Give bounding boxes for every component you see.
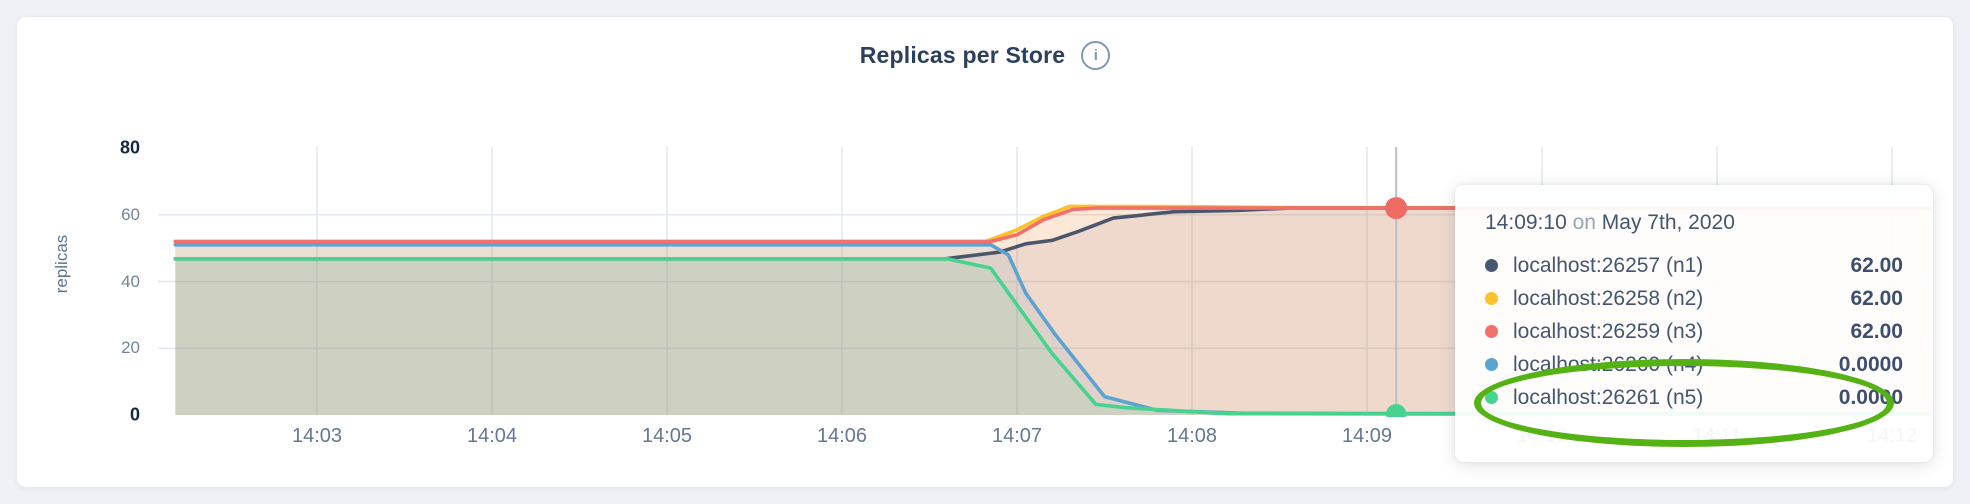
- series-color-dot: [1485, 358, 1498, 371]
- chart-header: Replicas per Store i: [0, 38, 1970, 72]
- series-label: localhost:26258 (n2): [1513, 286, 1704, 310]
- series-label: localhost:26259 (n3): [1513, 319, 1704, 343]
- area-localhost:26260 (n4): [175, 244, 1931, 415]
- series-value: 62.00: [1850, 319, 1903, 343]
- series-color-dot: [1485, 292, 1498, 305]
- series-value: 62.00: [1850, 253, 1903, 277]
- series-label: localhost:26257 (n1): [1513, 253, 1704, 277]
- chart-title: Replicas per Store: [859, 41, 1066, 68]
- highlight-oval-annotation: [1474, 359, 1894, 447]
- tooltip-row: localhost:26258 (n2) 62.00: [1485, 282, 1903, 315]
- tooltip-timestamp: 14:09:10 on May 7th, 2020: [1485, 211, 1903, 235]
- series-color-dot: [1485, 259, 1498, 272]
- series-value: 0.0000: [1838, 352, 1903, 376]
- hover-crosshair: [1385, 147, 1408, 417]
- hover-point: [1386, 404, 1407, 417]
- tooltip-row: localhost:26259 (n3) 62.00: [1485, 315, 1903, 348]
- tooltip-date: May 7th, 2020: [1601, 211, 1735, 234]
- line-localhost:26261 (n5): [173, 256, 1932, 417]
- series-lines: [173, 204, 1932, 417]
- tooltip-on-word: on: [1572, 211, 1596, 234]
- series-color-dot: [1485, 325, 1498, 338]
- tooltip-row: localhost:26257 (n1) 62.00: [1485, 249, 1903, 282]
- area-localhost:26261 (n5): [175, 258, 1931, 415]
- info-icon[interactable]: i: [1081, 40, 1111, 70]
- line-localhost:26259 (n3): [173, 206, 1932, 244]
- tooltip-time: 14:09:10: [1485, 211, 1567, 234]
- series-value: 62.00: [1850, 286, 1903, 310]
- hover-point: [1385, 197, 1408, 220]
